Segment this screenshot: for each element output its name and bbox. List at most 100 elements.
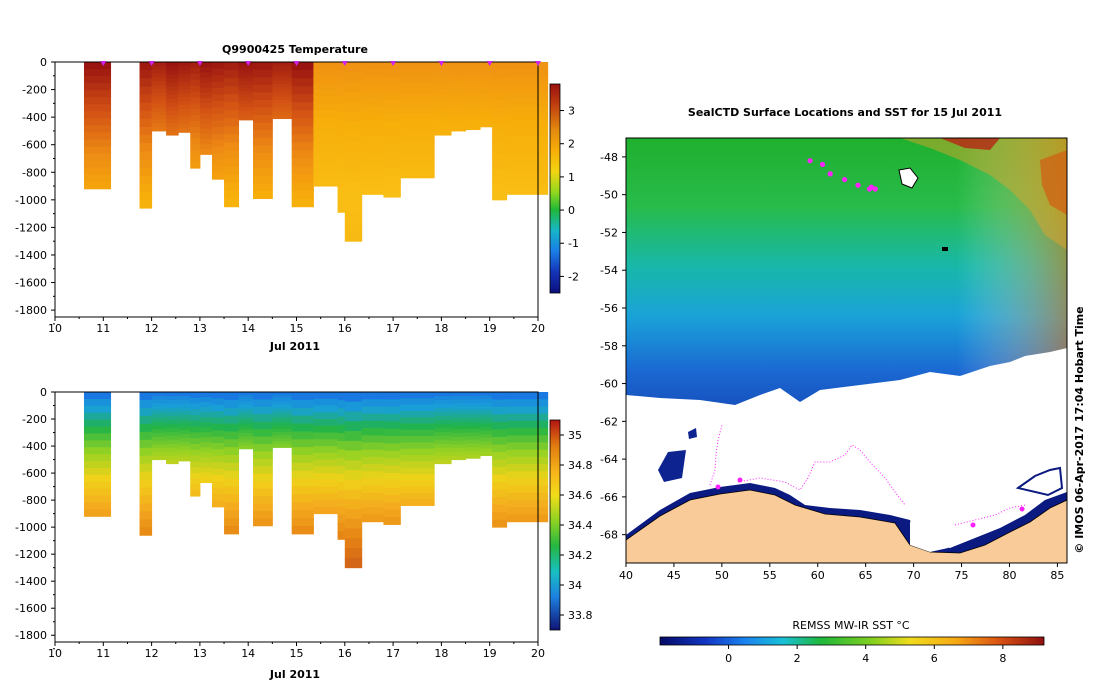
profile-cell xyxy=(238,84,254,89)
temperature-section xyxy=(83,62,549,242)
profile-cell xyxy=(465,69,481,74)
profile-cell xyxy=(400,448,435,456)
profile-cell xyxy=(344,141,363,153)
profile-cell xyxy=(166,106,179,112)
profile-cell xyxy=(506,435,539,443)
profile-cell xyxy=(83,146,112,155)
imos-credit: © IMOS 06-Apr-2017 17:04 Hobart Time xyxy=(1073,306,1086,553)
temperature-colorbar-ticks: 3 2 1 0 -1 -2 xyxy=(560,105,579,283)
profile-cell xyxy=(337,153,346,163)
profile-cell xyxy=(451,425,467,431)
profile-cell xyxy=(465,122,481,127)
seal-track-west xyxy=(709,424,723,486)
profile-cell xyxy=(538,456,549,465)
profile-cell xyxy=(272,438,293,442)
profile-cell xyxy=(344,151,363,163)
profile-cell xyxy=(211,462,225,470)
profile-cell xyxy=(178,453,191,458)
sst-map-panel: SealCTD Surface Locations and SST for 15… xyxy=(600,106,1086,665)
temperature-ytick-label: -600 xyxy=(22,139,47,152)
profile-cell xyxy=(313,398,339,407)
profile-cell xyxy=(178,430,191,435)
profile-cell xyxy=(151,84,167,90)
temperature-ytick-label: -400 xyxy=(22,111,47,124)
profile-cell xyxy=(139,102,153,112)
profile-cell xyxy=(492,153,508,163)
profile-cell xyxy=(400,467,435,475)
profile-cell xyxy=(211,159,225,167)
profile-cell xyxy=(238,395,254,399)
profile-cell xyxy=(337,78,346,88)
profile-cell xyxy=(383,436,401,445)
profile-cell xyxy=(344,401,363,413)
salinity-xtick-label: 17 xyxy=(386,647,400,660)
profile-cell xyxy=(492,92,508,101)
profile-cell xyxy=(434,415,452,421)
profile-cell xyxy=(434,90,452,95)
profile-cell xyxy=(383,84,401,93)
profile-cell xyxy=(434,431,452,437)
profile-cell xyxy=(337,195,346,205)
profile-cell xyxy=(166,431,179,437)
profile-cell xyxy=(211,443,225,450)
profile-cell xyxy=(190,455,201,462)
profile-cell xyxy=(224,470,240,480)
profile-cell xyxy=(272,432,293,436)
profile-cell xyxy=(451,429,467,434)
profile-cell xyxy=(238,74,254,79)
profile-cell xyxy=(337,457,346,467)
profile-cell xyxy=(434,411,452,417)
profile-cell xyxy=(451,414,467,419)
profile-cell xyxy=(211,411,225,419)
profile-cell xyxy=(538,428,549,436)
profile-cell xyxy=(272,413,293,418)
profile-cell xyxy=(139,519,153,528)
salinity-ytick-label: -600 xyxy=(22,467,47,480)
profile-cell xyxy=(400,164,435,172)
profile-cell xyxy=(361,514,384,523)
profile-cell xyxy=(151,96,167,101)
profile-cell xyxy=(434,62,452,67)
profile-cell xyxy=(224,423,240,432)
profile-cell xyxy=(337,95,346,105)
profile-cell xyxy=(465,395,481,400)
profile-cell xyxy=(139,503,153,512)
profile-cell xyxy=(238,404,254,409)
profile-cell xyxy=(190,420,201,428)
profile-cell xyxy=(434,459,452,465)
profile-cell xyxy=(538,420,549,429)
salinity-xtick-label: 18 xyxy=(434,647,448,660)
map-xtick-label: 45 xyxy=(667,569,681,582)
profile-cell xyxy=(166,70,179,75)
map-xtick-label: 65 xyxy=(859,569,873,582)
sst-hot-east xyxy=(1040,150,1067,215)
profile-cell xyxy=(211,430,225,438)
profile-cell xyxy=(291,78,314,87)
profile-cell xyxy=(224,455,240,464)
profile-cell xyxy=(139,175,153,185)
profile-cell xyxy=(199,427,213,433)
profile-cell xyxy=(190,85,201,92)
profile-cell xyxy=(190,484,201,491)
profile-cell xyxy=(492,115,508,124)
profile-cell xyxy=(190,478,201,485)
profile-cell xyxy=(166,443,179,449)
profile-cell xyxy=(151,65,167,71)
map-ytick-label: -54 xyxy=(600,264,618,277)
profile-cell xyxy=(451,88,467,94)
profile-cell xyxy=(211,436,225,444)
profile-cell xyxy=(166,392,179,397)
temperature-xtick-label: 16 xyxy=(338,322,352,335)
profile-cell xyxy=(253,481,273,490)
profile-cell xyxy=(83,467,112,476)
profile-cell xyxy=(344,101,363,113)
profile-cell xyxy=(253,62,273,71)
profile-cell xyxy=(313,486,339,494)
profile-cell xyxy=(434,102,452,108)
profile-cell xyxy=(253,436,273,445)
profile-cell xyxy=(480,115,493,121)
profile-cell xyxy=(272,68,293,72)
profile-cell xyxy=(337,514,346,524)
profile-cell xyxy=(337,531,346,540)
profile-cell xyxy=(361,179,384,188)
